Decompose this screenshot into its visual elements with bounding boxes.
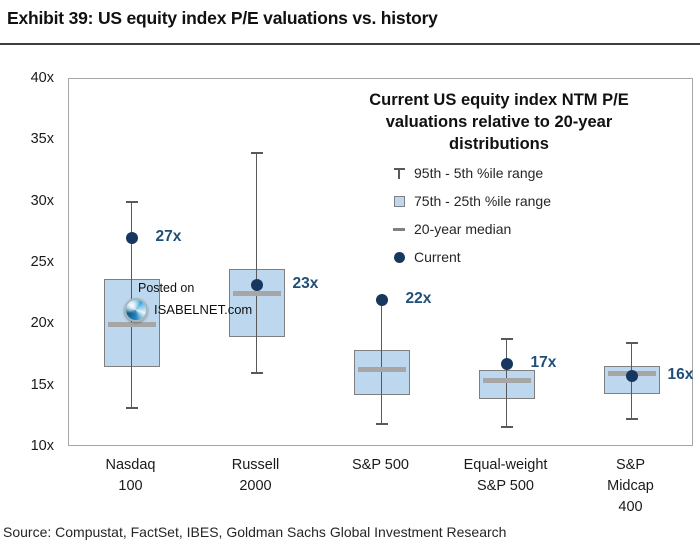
current-value-label: 17x	[530, 353, 557, 371]
y-tick-label: 30x	[30, 192, 54, 209]
category-label: S&P Midcap 400	[607, 457, 654, 515]
current-value-label: 16x	[667, 365, 694, 383]
median-bar	[107, 321, 156, 327]
legend-item-label: 20-year median	[414, 221, 512, 237]
exhibit-title: Exhibit 39: US equity index P/E valuatio…	[7, 8, 438, 28]
legend-item: 95th - 5th %ile range	[391, 159, 551, 187]
legend-item: Current	[391, 243, 551, 271]
legend-title-line: Current US equity index NTM P/E	[369, 91, 629, 109]
source-attribution: Source: Compustat, FactSet, IBES, Goldma…	[3, 524, 507, 540]
whisker-icon	[391, 167, 407, 179]
whisker-cap-bottom	[500, 426, 513, 429]
whisker-cap-top	[125, 200, 138, 203]
legend: 95th - 5th %ile range 75th - 25th %ile ra…	[391, 159, 551, 271]
legend-item-label: Current	[414, 249, 461, 265]
y-tick-label: 35x	[30, 131, 54, 148]
category-label: S&P 500	[352, 457, 409, 473]
whisker-cap-bottom	[625, 417, 638, 420]
whisker-cap-bottom	[375, 422, 388, 425]
y-tick-label: 15x	[30, 376, 54, 393]
current-dot	[250, 279, 263, 292]
box-icon	[391, 195, 407, 207]
whisker-cap-top	[500, 338, 513, 341]
whisker-cap-bottom	[125, 406, 138, 409]
whisker-cap-top	[625, 341, 638, 344]
current-dot	[375, 293, 388, 306]
legend-item: 20-year median	[391, 215, 551, 243]
y-tick-label: 20x	[30, 315, 54, 332]
category-label: Nasdaq 100	[105, 457, 156, 494]
current-value-label: 23x	[292, 275, 319, 293]
legend-item-label: 95th - 5th %ile range	[414, 165, 544, 181]
median-bar	[232, 291, 281, 297]
whisker-line	[380, 299, 383, 424]
legend-title-line: valuations relative to 20-year	[385, 113, 613, 131]
current-dot	[625, 369, 638, 382]
plot-area: 27x 23x 22x 17x 16x Current US equity index …	[68, 78, 693, 446]
median-bar	[482, 378, 531, 384]
current-value-label: 22x	[405, 289, 432, 307]
whisker-cap-bottom	[250, 372, 263, 375]
y-tick-label: 10x	[30, 438, 54, 454]
y-tick-label: 25x	[30, 254, 54, 270]
whisker-line	[255, 152, 258, 374]
legend-title-line: distributions	[449, 135, 549, 153]
legend-item-label: 75th - 25th %ile range	[414, 193, 551, 209]
current-dot	[500, 357, 513, 370]
legend-title: Current US equity index NTM P/E valuatio…	[324, 89, 674, 155]
category-label: Equal-weight S&P 500	[463, 457, 548, 494]
current-dot	[125, 232, 138, 245]
legend-item: 75th - 25th %ile range	[391, 187, 551, 215]
title-divider	[0, 43, 700, 45]
median-bar	[357, 367, 406, 373]
current-dot-icon	[391, 251, 407, 263]
median-dash-icon	[391, 227, 407, 231]
category-label: Russell 2000	[231, 457, 280, 494]
current-value-label: 27x	[155, 228, 182, 246]
y-tick-label: 40x	[30, 70, 54, 86]
whisker-cap-top	[250, 151, 263, 154]
